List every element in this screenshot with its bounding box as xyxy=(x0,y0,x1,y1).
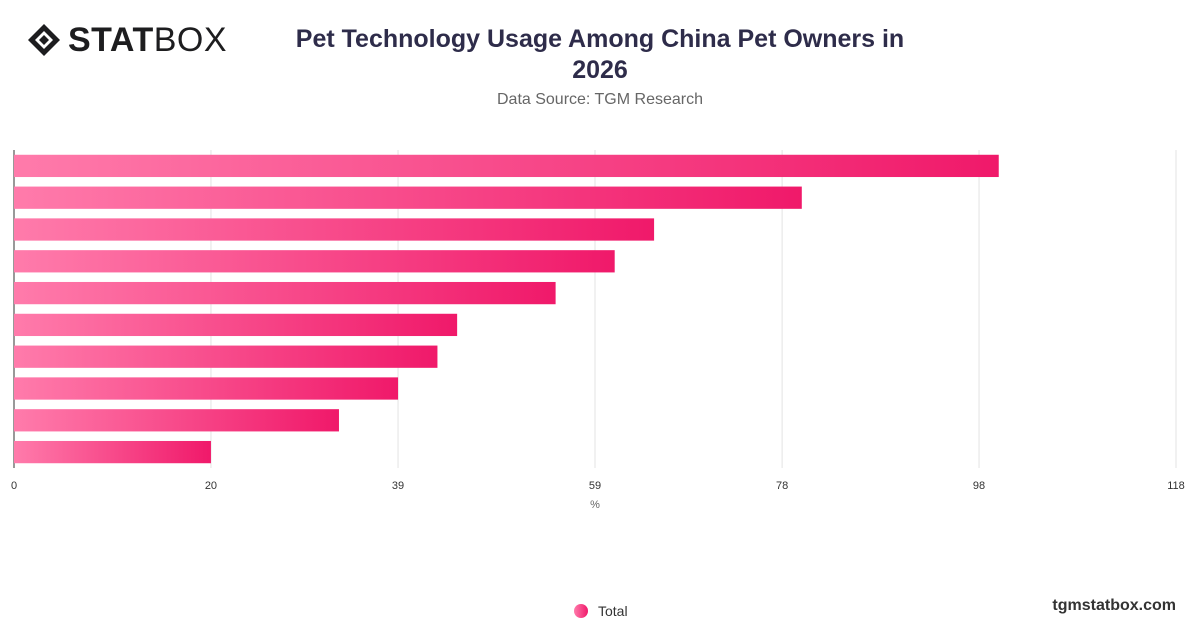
bar-chart: 0 20 39 59 78 98 118% xyxy=(11,150,1185,511)
bar xyxy=(14,313,458,337)
statbox-logo: STATBOX xyxy=(26,22,227,58)
site-url[interactable]: tgmstatbox.com xyxy=(1052,597,1176,614)
bar xyxy=(14,218,655,241)
x-tick-label: 98 xyxy=(973,480,985,492)
bar xyxy=(14,250,615,273)
legend-marker xyxy=(574,604,588,618)
logo-word-bold: STAT xyxy=(68,21,154,59)
bar xyxy=(14,440,211,464)
bar xyxy=(14,377,399,400)
bar xyxy=(14,186,802,209)
x-axis-label: % xyxy=(590,499,600,511)
bar xyxy=(14,409,339,432)
legend[interactable]: Total xyxy=(574,603,628,619)
logo-wordmark: STATBOX xyxy=(68,22,227,58)
legend-label-total: Total xyxy=(598,603,628,619)
chart-title: Pet Technology Usage Among China Pet Own… xyxy=(295,25,905,84)
chart-subtitle: Data Source: TGM Research xyxy=(496,91,703,108)
statbox-diamond-icon xyxy=(28,24,60,56)
x-tick-label: 0 xyxy=(11,480,17,492)
x-tick-label: 78 xyxy=(776,480,788,492)
x-tick-label: 59 xyxy=(589,480,601,492)
logo-word-light: BOX xyxy=(153,21,228,59)
bar xyxy=(14,345,438,368)
bar xyxy=(14,281,556,305)
x-tick-label: 20 xyxy=(205,480,217,492)
x-tick-label: 39 xyxy=(392,480,404,492)
bar xyxy=(14,154,999,178)
x-tick-label: 118 xyxy=(1167,480,1185,492)
